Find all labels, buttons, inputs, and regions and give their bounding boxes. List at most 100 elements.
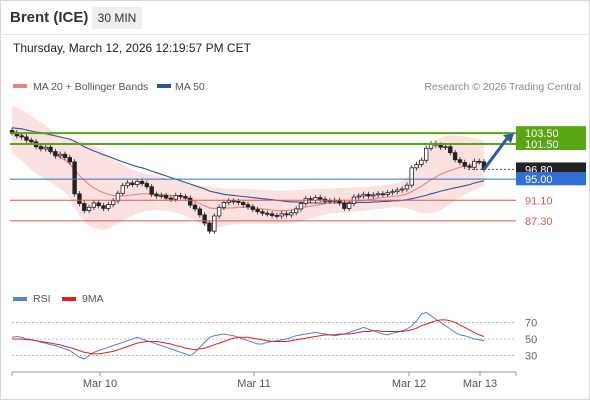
candle-body bbox=[183, 196, 188, 199]
instrument-title: Brent (ICE) bbox=[10, 9, 89, 26]
candle-body bbox=[293, 208, 299, 214]
ma50-legend-label: MA 50 bbox=[175, 81, 205, 93]
candle-body bbox=[216, 206, 222, 217]
candle-body bbox=[385, 192, 390, 195]
candle-body bbox=[240, 202, 246, 206]
copyright-note: Research © 2026 Trading Central bbox=[424, 81, 581, 93]
forecast-arrowhead bbox=[503, 133, 514, 144]
ma20-legend-swatch bbox=[13, 84, 27, 88]
candle-body bbox=[380, 193, 386, 196]
candle-body bbox=[250, 206, 256, 210]
candle-body bbox=[226, 200, 231, 203]
bollinger-band bbox=[12, 106, 484, 230]
candle-body bbox=[86, 206, 92, 211]
pivot-label-box-top bbox=[516, 172, 586, 186]
main-legend: MA 20 + Bollinger Bands MA 50 Research ©… bbox=[13, 81, 581, 93]
candle-body bbox=[106, 204, 111, 209]
candle-body bbox=[260, 211, 265, 214]
candle-body bbox=[82, 203, 87, 211]
candle-body bbox=[110, 200, 116, 206]
candle-body bbox=[96, 202, 101, 207]
candle-body bbox=[48, 146, 53, 152]
ma20-legend-label: MA 20 + Bollinger Bands bbox=[33, 81, 148, 93]
timeframe-button[interactable]: 30 MIN bbox=[92, 7, 142, 29]
candle-body bbox=[57, 153, 63, 157]
x-tick-label: Mar 10 bbox=[83, 378, 117, 390]
candle-body bbox=[168, 197, 174, 200]
rsi-tick-70: 70 bbox=[525, 317, 537, 329]
candle-body bbox=[472, 160, 477, 168]
rsi-legend-label: RSI bbox=[33, 293, 51, 305]
chart-timestamp: Thursday, March 12, 2026 12:19:57 PM CET bbox=[13, 41, 251, 55]
rsi-line bbox=[11, 311, 485, 360]
header-divider bbox=[0, 34, 590, 35]
candle-body bbox=[361, 193, 366, 197]
candle-body bbox=[462, 161, 467, 167]
level-label-101-50-box bbox=[516, 137, 586, 150]
candle-body bbox=[375, 193, 381, 196]
candle-body bbox=[366, 193, 371, 197]
level-label-87-30: 87.30 bbox=[525, 216, 553, 228]
candle-body bbox=[115, 192, 121, 202]
candle-body bbox=[409, 167, 414, 186]
candle-body bbox=[269, 213, 275, 216]
candle-body bbox=[404, 184, 410, 190]
candle-body bbox=[476, 160, 482, 163]
candle-body bbox=[120, 185, 125, 194]
rsi-ma-legend-label: 9MA bbox=[82, 293, 104, 305]
candle-body bbox=[24, 136, 29, 141]
candle-body bbox=[274, 215, 280, 217]
candle-body bbox=[419, 159, 424, 165]
pivot-label-top: 95.00 bbox=[525, 174, 553, 186]
candle-body bbox=[72, 161, 77, 195]
candle-body bbox=[67, 157, 72, 163]
candle-body bbox=[346, 203, 352, 209]
forecast-arrow bbox=[482, 136, 510, 171]
candle-body bbox=[139, 180, 145, 184]
candle-body bbox=[202, 214, 207, 224]
candle-body bbox=[245, 204, 251, 208]
rsi-legend-swatch bbox=[13, 297, 27, 301]
level-label-101-50: 101.50 bbox=[525, 139, 559, 151]
candle-body bbox=[457, 159, 463, 163]
candle-body bbox=[43, 146, 48, 150]
candle-body bbox=[154, 193, 159, 197]
rsi-ma-line bbox=[12, 319, 485, 355]
candle-body bbox=[192, 204, 198, 210]
rsi-legend: RSI 9MA bbox=[13, 293, 104, 305]
candle-body bbox=[265, 212, 270, 215]
candle-body bbox=[467, 165, 472, 168]
candle-body bbox=[29, 139, 34, 143]
price-panel bbox=[9, 106, 487, 234]
candle-body bbox=[38, 146, 44, 150]
candle-body bbox=[231, 200, 236, 203]
candle-body bbox=[318, 197, 323, 200]
candle-body bbox=[62, 153, 68, 158]
x-tick-label: Mar 13 bbox=[463, 378, 497, 390]
candle-body bbox=[221, 202, 227, 208]
level-label-91-10: 91.10 bbox=[525, 195, 553, 207]
level-label-103-50-box bbox=[516, 126, 586, 140]
candle-body bbox=[443, 146, 448, 149]
candle-body bbox=[438, 144, 443, 148]
candle-body bbox=[125, 182, 130, 187]
candle-body bbox=[289, 212, 294, 216]
candle-body bbox=[163, 195, 169, 199]
time-axis: Mar 10 Mar 11 Mar 12 Mar 13 bbox=[11, 371, 517, 390]
candle-body bbox=[371, 194, 376, 197]
candle-body bbox=[255, 209, 260, 213]
candle-body bbox=[53, 151, 58, 157]
candle-body bbox=[303, 198, 308, 204]
candle-body bbox=[207, 222, 212, 232]
candle-body bbox=[178, 195, 183, 197]
x-tick-label: Mar 12 bbox=[392, 378, 426, 390]
candle-body bbox=[448, 146, 453, 154]
candle-body bbox=[159, 195, 164, 197]
candle-body bbox=[19, 135, 24, 138]
candle-body bbox=[298, 203, 304, 210]
candle-body bbox=[173, 195, 178, 200]
rsi-tick-50: 50 bbox=[525, 334, 537, 346]
candle-body bbox=[101, 205, 106, 209]
